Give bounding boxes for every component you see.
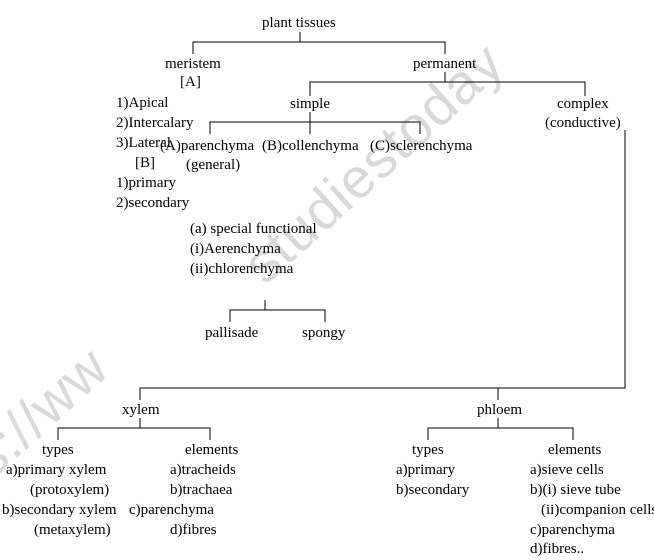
parenchyma-general: (general) [186,156,240,176]
meristem-a2: 2)Intercalary [116,114,193,134]
meristem-a1: 1)Apical [116,94,168,114]
aerenchyma-label: (i)Aerenchyma [190,240,281,260]
phloem-label: phloem [477,401,522,421]
xylem-elem-2: b)trachaea [170,481,232,501]
parenchyma-label: (A)parenchyma [160,137,254,157]
xylem-type-2: b)secondary xylem [2,501,117,521]
xylem-elements-label: elements [185,441,238,461]
phloem-elements-label: elements [548,441,601,461]
meristem-b2: 2)secondary [116,194,189,214]
complex-label: complex [557,95,609,115]
root-label: plant tissues [262,14,336,34]
phloem-elem-3: c)parenchyma [530,521,615,541]
xylem-elem-4: d)fibres [170,521,217,541]
collenchyma-label: (B)collenchyma [262,137,359,157]
complex-subtitle: (conductive) [545,114,621,134]
special-functional-label: (a) special functional [190,220,317,240]
xylem-type-1b: (protoxylem) [30,481,109,501]
sclerenchyma-label: (C)sclerenchyma [370,137,472,157]
xylem-label: xylem [122,401,160,421]
phloem-elem-4: d)fibres.. [530,540,584,560]
xylem-elem-3: c)parenchyma [129,501,214,521]
meristem-group-a: [A] [180,73,201,93]
meristem-label: meristem [165,55,221,75]
phloem-types-label: types [412,441,444,461]
xylem-types-label: types [42,441,74,461]
meristem-group-b: [B] [135,154,155,174]
phloem-type-2: b)secondary [396,481,469,501]
phloem-elem-1: a)sieve cells [530,461,604,481]
meristem-b1: 1)primary [116,174,176,194]
simple-label: simple [290,95,330,115]
xylem-type-1: a)primary xylem [6,461,106,481]
spongy-label: spongy [302,324,345,344]
phloem-elem-2: b)(i) sieve tube [530,481,621,501]
phloem-type-1: a)primary [396,461,455,481]
chlorenchyma-label: (ii)chlorenchyma [190,260,293,280]
phloem-elem-2b: (ii)companion cells [541,501,654,521]
permanent-label: permanent [413,55,476,75]
xylem-elem-1: a)tracheids [170,461,236,481]
pallisade-label: pallisade [205,324,258,344]
xylem-type-2b: (metaxylem) [34,521,111,541]
